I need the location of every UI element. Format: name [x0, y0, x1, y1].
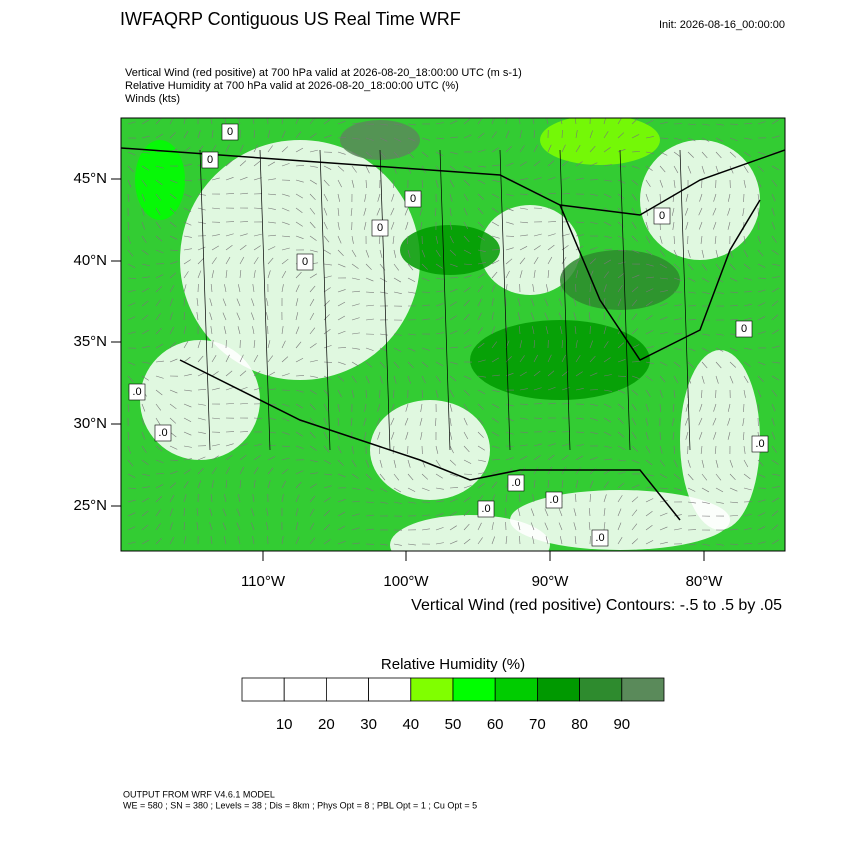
colorbar-tick-label: 10	[276, 716, 293, 733]
contour-label: .0	[755, 438, 764, 450]
contour-label: 0	[659, 210, 665, 222]
colorbar-tick-label: 30	[360, 716, 377, 733]
lat-label: 30°N	[73, 415, 107, 432]
subtitle: Relative Humidity at 700 hPa valid at 20…	[125, 80, 459, 92]
colorbar-swatch	[622, 678, 664, 701]
colorbar-title: Relative Humidity (%)	[381, 656, 525, 673]
contour-label: 0	[227, 126, 233, 138]
colorbar-tick-label: 60	[487, 716, 504, 733]
lon-label: 90°W	[532, 573, 570, 590]
contour-label: .0	[549, 494, 558, 506]
contour-label: .0	[158, 427, 167, 439]
contour-note: Vertical Wind (red positive) Contours: -…	[411, 597, 782, 614]
colorbar-tick-label: 80	[571, 716, 588, 733]
lon-label: 110°W	[241, 573, 286, 590]
contour-label: .0	[595, 532, 604, 544]
lat-label: 35°N	[73, 333, 107, 350]
colorbar-swatch	[369, 678, 411, 701]
lat-label: 40°N	[73, 252, 107, 269]
colorbar-tick-label: 50	[445, 716, 462, 733]
colorbar-swatch	[580, 678, 622, 701]
lat-label: 25°N	[73, 497, 107, 514]
colorbar-tick-label: 90	[613, 716, 630, 733]
subtitle: Winds (kts)	[125, 93, 180, 105]
colorbar-swatch	[284, 678, 326, 701]
contour-label: .0	[132, 386, 141, 398]
contour-label: 0	[741, 323, 747, 335]
colorbar: 10 20 30 40 50 60 70 80 90	[242, 678, 664, 733]
colorbar-swatch	[495, 678, 537, 701]
colorbar-swatch	[411, 678, 453, 701]
colorbar-swatch	[326, 678, 368, 701]
lon-label: 100°W	[383, 573, 429, 590]
humidity-area	[540, 115, 660, 165]
footer-line: WE = 580 ; SN = 380 ; Levels = 38 ; Dis …	[123, 800, 477, 810]
colorbar-tick-label: 40	[402, 716, 419, 733]
footer-line: OUTPUT FROM WRF V4.6.1 MODEL	[123, 789, 275, 799]
contour-label: 0	[377, 222, 383, 234]
colorbar-tick-label: 70	[529, 716, 546, 733]
contour-label: .0	[511, 477, 520, 489]
contour-label: 0	[410, 193, 416, 205]
contour-label: .0	[481, 503, 490, 515]
colorbar-swatch	[453, 678, 495, 701]
lat-label: 45°N	[73, 170, 107, 187]
colorbar-swatch	[242, 678, 284, 701]
colorbar-swatch	[537, 678, 579, 701]
lon-label: 80°W	[686, 573, 724, 590]
colorbar-tick-label: 20	[318, 716, 335, 733]
subtitle: Vertical Wind (red positive) at 700 hPa …	[125, 67, 522, 79]
title: IWFAQRP Contiguous US Real Time WRF	[120, 9, 461, 29]
init-time: Init: 2026-08-16_00:00:00	[659, 19, 785, 31]
contour-label: 0	[207, 154, 213, 166]
map-field	[121, 115, 785, 575]
contour-label: 0	[302, 256, 308, 268]
